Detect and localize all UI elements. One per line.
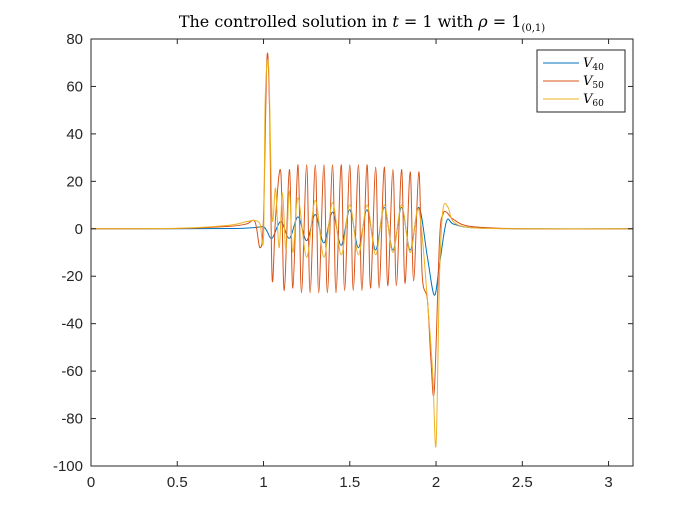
x-tick-label: 0.5	[167, 474, 188, 491]
series-layer	[90, 52, 634, 448]
y-tick-label: -20	[61, 268, 83, 285]
tick-labels-layer: 0 0.5 1 1.5 2 2.5 3 80 60 40 20 0 -20 -40 -60 -80 -100	[53, 31, 613, 491]
y-tick-label: 20	[66, 173, 83, 190]
y-tick-label: -80	[61, 411, 83, 428]
y-tick-label: -40	[61, 316, 83, 333]
y-tick-label: 0	[75, 221, 83, 238]
legend-label-v50: V50	[583, 74, 604, 91]
x-tick-label: 2.5	[512, 474, 533, 491]
series-line-v60	[90, 59, 634, 448]
chart-title: The controlled solution in t = 1 with ρ …	[179, 12, 545, 34]
axes-box	[90, 38, 634, 467]
y-tick-label: 80	[66, 31, 83, 48]
x-tick-label: 0	[87, 474, 95, 491]
y-tick-label: 60	[66, 78, 83, 95]
y-tick-label: -60	[61, 363, 83, 380]
legend: V40 V50 V60	[536, 49, 626, 113]
y-tick-label: -100	[53, 458, 83, 475]
x-tick-label: 3	[604, 474, 612, 491]
x-tick-label: 2	[432, 474, 440, 491]
y-tick-label: 40	[66, 126, 83, 143]
x-tick-label: 1	[259, 474, 267, 491]
x-tick-label: 1.5	[339, 474, 360, 491]
legend-label-v60: V60	[583, 92, 604, 109]
legend-label-v40: V40	[583, 56, 604, 73]
